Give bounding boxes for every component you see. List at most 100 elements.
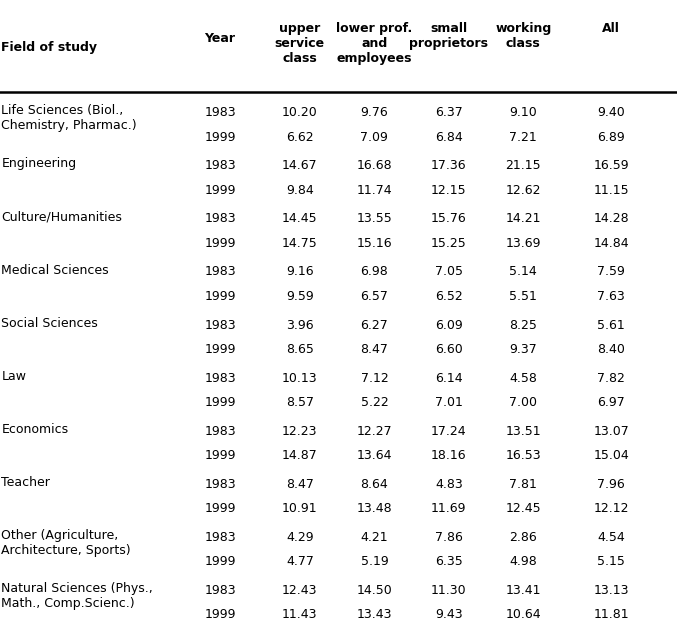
- Text: 1999: 1999: [204, 183, 236, 197]
- Text: 8.64: 8.64: [361, 478, 388, 491]
- Text: 15.76: 15.76: [431, 212, 466, 226]
- Text: 1999: 1999: [204, 289, 236, 303]
- Text: 6.35: 6.35: [435, 555, 462, 568]
- Text: 11.15: 11.15: [594, 183, 629, 197]
- Text: 1999: 1999: [204, 343, 236, 356]
- Text: 1983: 1983: [204, 584, 236, 597]
- Text: 1983: 1983: [204, 265, 236, 279]
- Text: 1983: 1983: [204, 372, 236, 385]
- Text: 14.50: 14.50: [357, 584, 392, 597]
- Text: 9.84: 9.84: [286, 183, 313, 197]
- Text: Law: Law: [1, 370, 26, 383]
- Text: 6.84: 6.84: [435, 131, 462, 143]
- Text: 1999: 1999: [204, 502, 236, 515]
- Text: 14.84: 14.84: [594, 236, 629, 250]
- Text: lower prof.
and
employees: lower prof. and employees: [336, 22, 412, 65]
- Text: 8.47: 8.47: [286, 478, 314, 491]
- Text: 12.15: 12.15: [431, 183, 466, 197]
- Text: 13.48: 13.48: [357, 502, 392, 515]
- Text: 6.97: 6.97: [598, 396, 625, 409]
- Text: 9.10: 9.10: [510, 106, 537, 119]
- Text: 4.54: 4.54: [598, 531, 625, 544]
- Text: 13.64: 13.64: [357, 449, 392, 462]
- Text: 7.09: 7.09: [360, 131, 389, 143]
- Text: 1983: 1983: [204, 478, 236, 491]
- Text: 5.61: 5.61: [598, 319, 625, 332]
- Text: Field of study: Field of study: [1, 41, 97, 54]
- Text: 9.76: 9.76: [361, 106, 388, 119]
- Text: 12.45: 12.45: [506, 502, 541, 515]
- Text: 6.89: 6.89: [598, 131, 625, 143]
- Text: 7.01: 7.01: [435, 396, 463, 409]
- Text: 6.60: 6.60: [435, 343, 462, 356]
- Text: 8.25: 8.25: [509, 319, 538, 332]
- Text: 5.19: 5.19: [361, 555, 388, 568]
- Text: Natural Sciences (Phys.,
Math., Comp.Scienc.): Natural Sciences (Phys., Math., Comp.Sci…: [1, 582, 153, 610]
- Text: 10.91: 10.91: [282, 502, 318, 515]
- Text: 12.43: 12.43: [282, 584, 318, 597]
- Text: 7.86: 7.86: [435, 531, 463, 544]
- Text: 15.16: 15.16: [357, 236, 392, 250]
- Text: 14.67: 14.67: [282, 159, 318, 173]
- Text: 5.14: 5.14: [510, 265, 537, 279]
- Text: 10.64: 10.64: [506, 608, 541, 621]
- Text: 1999: 1999: [204, 396, 236, 409]
- Text: 3.96: 3.96: [286, 319, 313, 332]
- Text: 1983: 1983: [204, 319, 236, 332]
- Text: 17.24: 17.24: [431, 425, 466, 438]
- Text: small
proprietors: small proprietors: [410, 22, 488, 50]
- Text: Year: Year: [204, 32, 236, 45]
- Text: 11.74: 11.74: [357, 183, 392, 197]
- Text: 10.13: 10.13: [282, 372, 318, 385]
- Text: 7.63: 7.63: [598, 289, 625, 303]
- Text: 12.27: 12.27: [357, 425, 392, 438]
- Text: 1983: 1983: [204, 531, 236, 544]
- Text: 7.59: 7.59: [597, 265, 626, 279]
- Text: upper
service
class: upper service class: [275, 22, 325, 65]
- Text: 9.16: 9.16: [286, 265, 313, 279]
- Text: 8.65: 8.65: [286, 343, 314, 356]
- Text: 7.05: 7.05: [435, 265, 463, 279]
- Text: 5.51: 5.51: [509, 289, 538, 303]
- Text: 16.53: 16.53: [506, 449, 541, 462]
- Text: 6.57: 6.57: [360, 289, 389, 303]
- Text: 13.13: 13.13: [594, 584, 629, 597]
- Text: 4.58: 4.58: [509, 372, 538, 385]
- Text: Life Sciences (Biol.,
Chemistry, Pharmac.): Life Sciences (Biol., Chemistry, Pharmac…: [1, 104, 137, 132]
- Text: 7.82: 7.82: [597, 372, 626, 385]
- Text: 1983: 1983: [204, 159, 236, 173]
- Text: 8.57: 8.57: [286, 396, 314, 409]
- Text: Culture/Humanities: Culture/Humanities: [1, 210, 123, 224]
- Text: 10.20: 10.20: [282, 106, 318, 119]
- Text: 1983: 1983: [204, 212, 236, 226]
- Text: 1999: 1999: [204, 131, 236, 143]
- Text: 11.43: 11.43: [282, 608, 318, 621]
- Text: 9.37: 9.37: [510, 343, 537, 356]
- Text: 13.07: 13.07: [594, 425, 629, 438]
- Text: 4.21: 4.21: [361, 531, 388, 544]
- Text: working
class: working class: [495, 22, 552, 50]
- Text: Engineering: Engineering: [1, 157, 77, 171]
- Text: 15.04: 15.04: [594, 449, 629, 462]
- Text: 2.86: 2.86: [510, 531, 537, 544]
- Text: 7.96: 7.96: [598, 478, 625, 491]
- Text: 6.62: 6.62: [286, 131, 313, 143]
- Text: Social Sciences: Social Sciences: [1, 317, 98, 330]
- Text: 14.21: 14.21: [506, 212, 541, 226]
- Text: 14.28: 14.28: [594, 212, 629, 226]
- Text: 21.15: 21.15: [506, 159, 541, 173]
- Text: Economics: Economics: [1, 423, 68, 436]
- Text: 1999: 1999: [204, 555, 236, 568]
- Text: 1999: 1999: [204, 236, 236, 250]
- Text: All: All: [603, 22, 620, 35]
- Text: 14.45: 14.45: [282, 212, 318, 226]
- Text: 11.30: 11.30: [431, 584, 466, 597]
- Text: 5.15: 5.15: [597, 555, 626, 568]
- Text: 11.69: 11.69: [431, 502, 466, 515]
- Text: 7.00: 7.00: [509, 396, 538, 409]
- Text: 6.09: 6.09: [435, 319, 462, 332]
- Text: 1999: 1999: [204, 608, 236, 621]
- Text: 14.87: 14.87: [282, 449, 318, 462]
- Text: 13.55: 13.55: [357, 212, 392, 226]
- Text: 6.98: 6.98: [361, 265, 388, 279]
